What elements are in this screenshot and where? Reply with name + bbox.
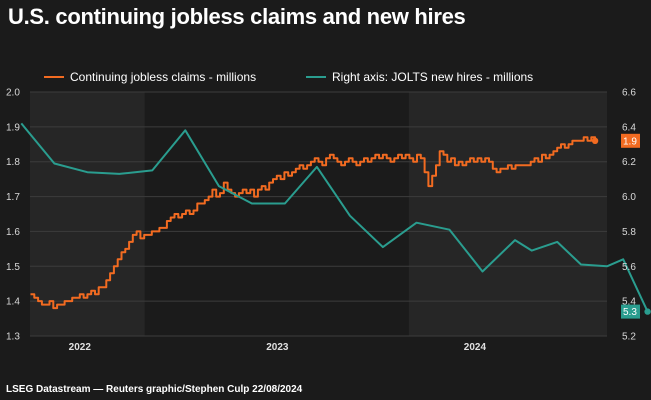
x-tick-label: 2023 [266, 342, 289, 353]
hires-end-badge [621, 304, 640, 319]
gridlines [30, 91, 607, 337]
y-left-tick-label: 2.0 [6, 88, 20, 99]
legend-label-hires: Right axis: JOLTS new hires - millions [332, 70, 533, 84]
y-left-tick-label: 1.3 [6, 332, 20, 343]
y-right-tick-label: 5.4 [622, 297, 636, 308]
claims-end-badge [621, 133, 640, 148]
y-left-tick-label: 1.5 [6, 262, 20, 273]
y-right-tick-label: 6.2 [622, 157, 636, 168]
y-right-tick-label: 6.0 [622, 192, 636, 203]
axis-labels: 1.3 1.4 1.5 1.6 1.7 1.8 1.9 2.0 5.2 5.4 5.6 5.8 6.0 6… [6, 88, 636, 354]
y-left-tick-label: 1.7 [6, 192, 20, 203]
y-right-tick-label: 5.8 [622, 227, 636, 238]
end-value-labels: 1.9 5.3 [621, 133, 640, 319]
legend-label-claims: Continuing jobless claims - millions [70, 70, 256, 84]
claims-line [30, 136, 597, 310]
y-left-tick-label: 1.6 [6, 227, 20, 238]
y-left-tick-label: 1.9 [6, 122, 20, 133]
chart-title: U.S. continuing jobless claims and new h… [8, 4, 466, 29]
legend: Continuing jobless claims - millions Righ… [44, 70, 533, 84]
claims-end-label: 1.9 [623, 136, 637, 147]
y-left-tick-label: 1.4 [6, 297, 20, 308]
x-tick-label: 2024 [464, 342, 487, 353]
series-lines [20, 122, 651, 315]
source-note: LSEG Datastream — Reuters graphic/Stephe… [6, 384, 303, 395]
hires-end-label: 5.3 [623, 307, 637, 318]
y-left-tick-label: 1.8 [6, 157, 20, 168]
x-tick-label: 2022 [69, 342, 92, 353]
claims-end-marker [591, 137, 599, 144]
y-right-tick-label: 5.6 [622, 262, 636, 273]
y-right-tick-label: 6.6 [622, 88, 636, 99]
hires-line [20, 122, 649, 313]
year-bands [30, 92, 607, 336]
year-band [408, 92, 607, 336]
y-right-tick-label: 5.2 [622, 332, 636, 343]
hires-end-marker [644, 308, 651, 315]
year-band [30, 92, 145, 336]
y-right-tick-label: 6.4 [622, 122, 636, 133]
